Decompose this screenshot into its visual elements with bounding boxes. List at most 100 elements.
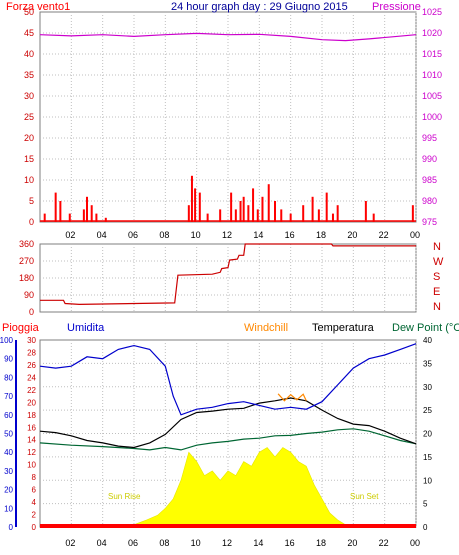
y-tick-label-rain: 6 xyxy=(32,486,37,495)
x-tick-label: 08 xyxy=(159,230,169,240)
wind-bar xyxy=(280,209,283,222)
wind-bar xyxy=(242,196,245,222)
wind-bar xyxy=(252,188,255,222)
y-tick-label-rain: 16 xyxy=(27,423,36,432)
wind-bar xyxy=(86,196,88,222)
y-tick-label-rain: 14 xyxy=(27,436,36,445)
y-tick-label-rain: 26 xyxy=(27,361,36,370)
solar-area xyxy=(126,447,354,528)
x-tick-label: 14 xyxy=(253,538,263,548)
dewpoint-label: Dew Point (°C xyxy=(392,322,459,334)
x-tick-label: 18 xyxy=(316,230,326,240)
y-tick-label-pressure: 985 xyxy=(422,175,437,185)
y-tick-label-wind: 45 xyxy=(24,28,34,38)
wind-bar xyxy=(289,213,292,222)
y-tick-label-rain: 12 xyxy=(27,448,36,457)
wind-bar xyxy=(302,205,305,222)
x-tick-label: 06 xyxy=(128,538,138,548)
sunrise-label: Sun Rise xyxy=(108,492,141,501)
compass-label: E xyxy=(433,286,440,298)
x-tick-label: 02 xyxy=(65,538,75,548)
y-tick-label-wind: 35 xyxy=(24,70,34,80)
y-tick-label-wind: 5 xyxy=(29,196,34,206)
y-tick-label-wind: 25 xyxy=(24,112,34,122)
y-tick-label-humidity: 20 xyxy=(4,486,13,495)
y-tick-label-wind: 20 xyxy=(24,133,34,143)
x-tick-label: 02 xyxy=(65,230,75,240)
x-tick-label: 04 xyxy=(97,538,107,548)
y-tick-label-direction: 90 xyxy=(24,290,34,300)
y-tick-label-temperature: 15 xyxy=(423,453,432,462)
sunset-label: Sun Set xyxy=(350,492,379,501)
y-tick-label-direction: 360 xyxy=(19,239,34,249)
y-tick-label-temperature: 10 xyxy=(423,476,432,485)
x-tick-label: 08 xyxy=(159,538,169,548)
wind-bar xyxy=(59,201,62,222)
wind-bar xyxy=(325,192,328,222)
wind-bar xyxy=(411,205,414,222)
y-tick-label-humidity: 10 xyxy=(4,504,13,513)
y-tick-label-humidity: 40 xyxy=(4,448,13,457)
wind-bar xyxy=(95,213,98,222)
wind-bar xyxy=(82,209,85,222)
pressure-label: Pressione xyxy=(372,1,421,13)
wind-bar xyxy=(247,205,250,222)
y-tick-label-temperature: 40 xyxy=(423,336,432,345)
x-tick-label: 20 xyxy=(347,538,357,548)
y-tick-label-rain: 10 xyxy=(27,461,36,470)
wind-bar xyxy=(219,209,222,222)
y-tick-label-rain: 28 xyxy=(27,348,36,357)
wind-bar xyxy=(90,205,93,222)
y-tick-label-humidity: 50 xyxy=(4,430,13,439)
y-tick-label-rain: 22 xyxy=(27,386,36,395)
y-tick-label-rain: 24 xyxy=(27,373,36,382)
x-tick-label: 10 xyxy=(191,538,201,548)
wind-bar xyxy=(261,196,264,222)
wind-bar xyxy=(68,213,71,222)
x-tick-label: 22 xyxy=(379,538,389,548)
y-tick-label-pressure: 1000 xyxy=(422,112,442,122)
windchill-label: Windchill xyxy=(244,322,288,334)
chart-title: 24 hour graph day : 29 Giugno 2015 xyxy=(171,1,348,13)
y-tick-label-pressure: 990 xyxy=(422,154,437,164)
y-tick-label-temperature: 5 xyxy=(423,500,428,509)
wind-bar xyxy=(239,201,242,222)
y-tick-label-pressure: 980 xyxy=(422,196,437,206)
y-tick-label-rain: 18 xyxy=(27,411,36,420)
y-tick-label-rain: 30 xyxy=(27,336,36,345)
y-tick-label-humidity: 0 xyxy=(9,523,14,532)
y-tick-label-wind: 10 xyxy=(24,175,34,185)
y-tick-label-humidity: 100 xyxy=(0,336,14,345)
y-tick-label-pressure: 1005 xyxy=(422,91,442,101)
wind-bar xyxy=(256,209,259,222)
wind-bar xyxy=(104,217,107,222)
compass-label: N xyxy=(433,241,441,253)
y-tick-label-direction: 180 xyxy=(19,273,34,283)
y-tick-label-wind: 0 xyxy=(29,217,34,227)
compass-label: W xyxy=(433,256,444,268)
x-tick-label: 20 xyxy=(347,230,357,240)
wind-bar xyxy=(206,213,209,222)
y-tick-label-rain: 8 xyxy=(32,473,37,482)
y-tick-label-direction: 0 xyxy=(29,307,34,317)
y-tick-label-rain: 0 xyxy=(32,523,37,532)
y-tick-label-direction: 270 xyxy=(19,256,34,266)
windchill-line xyxy=(277,393,307,402)
wind-bar xyxy=(198,192,201,222)
y-tick-label-pressure: 1010 xyxy=(422,70,442,80)
y-tick-label-pressure: 995 xyxy=(422,133,437,143)
x-tick-label: 06 xyxy=(128,230,138,240)
y-tick-label-pressure: 1015 xyxy=(422,49,442,59)
humidity-label: Umidita xyxy=(67,322,105,334)
y-tick-label-humidity: 70 xyxy=(4,392,13,401)
y-tick-label-humidity: 90 xyxy=(4,355,13,364)
temperature-line xyxy=(39,397,417,449)
x-tick-label: 12 xyxy=(222,230,232,240)
x-tick-label: 18 xyxy=(316,538,326,548)
x-tick-label: 14 xyxy=(253,230,263,240)
wind-bar xyxy=(230,192,233,222)
temperature-label: Temperatura xyxy=(312,322,375,334)
